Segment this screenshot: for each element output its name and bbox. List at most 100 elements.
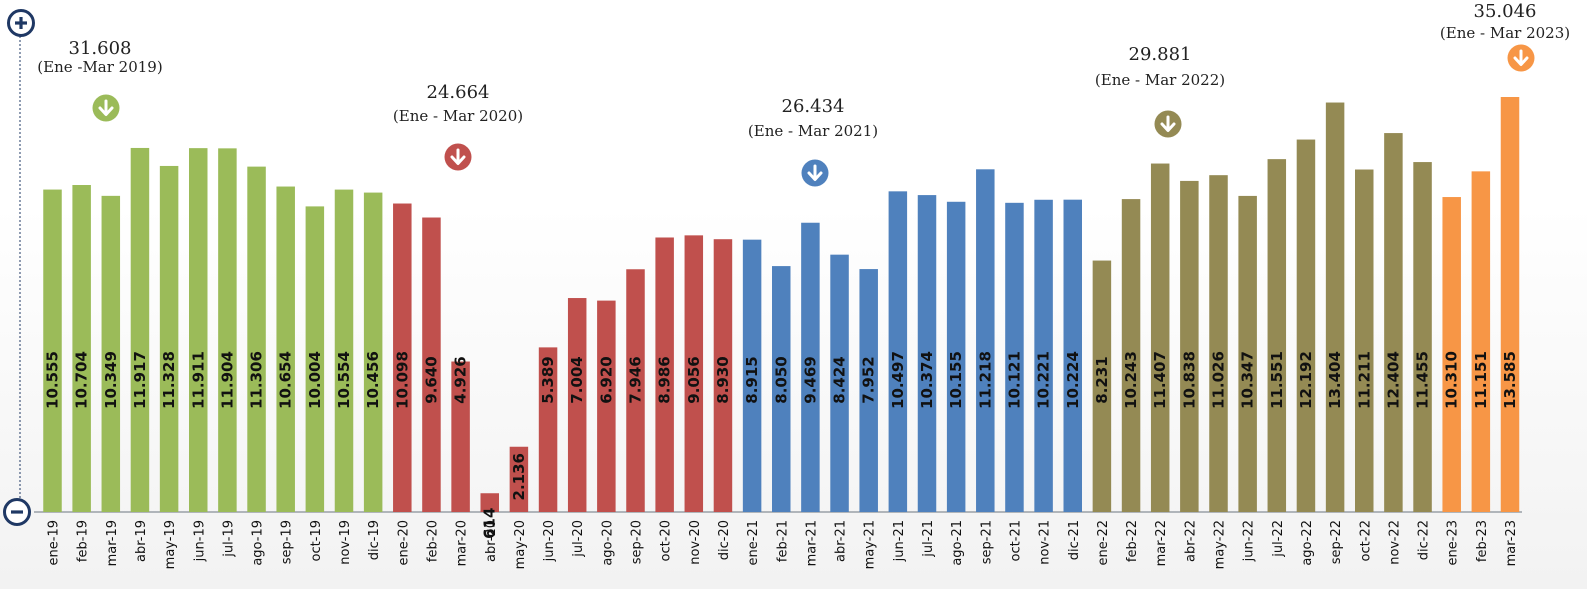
bar-jun-22	[1238, 195, 1257, 512]
x-tick-abr-20: abr-20	[484, 520, 499, 562]
x-tick-nov-19: nov-19	[338, 520, 353, 565]
value-label-mar-23: 13.585	[1501, 351, 1519, 409]
x-tick-may-22: may-22	[1213, 520, 1228, 569]
x-tick-jun-19: jun-19	[192, 520, 207, 562]
x-tick-jul-22: jul-22	[1271, 520, 1286, 558]
value-label-jul-19: 11.904	[218, 351, 236, 409]
bar-oct-20	[655, 237, 674, 513]
x-tick-oct-22: oct-22	[1358, 520, 1373, 561]
bar-mar-23	[1500, 97, 1520, 512]
bar-dic-20	[713, 239, 733, 512]
down-arrow-icon	[444, 143, 472, 171]
x-tick-ene-20: ene-20	[396, 520, 411, 565]
annotation-period: (Ene - Mar 2022)	[1095, 71, 1225, 89]
value-label-may-21: 7.952	[860, 356, 878, 403]
annotation-2019: 31.608(Ene -Mar 2019)	[37, 38, 163, 122]
bar-jul-20	[567, 298, 587, 512]
bar-feb-22	[1121, 199, 1141, 512]
x-tick-feb-22: feb-22	[1125, 520, 1140, 562]
value-label-ene-23: 10.310	[1443, 351, 1461, 409]
bar-nov-22	[1384, 133, 1403, 513]
value-label-feb-20: 9.640	[422, 356, 440, 403]
bar-dic-21	[1063, 199, 1082, 513]
x-tick-sep-19: sep-19	[280, 520, 295, 564]
x-tick-dic-22: dic-22	[1417, 520, 1432, 560]
value-label-ago-19: 11.306	[248, 351, 266, 409]
x-tick-nov-21: nov-21	[1038, 520, 1053, 565]
value-label-oct-22: 11.211	[1355, 351, 1373, 409]
annotation-period: (Ene - Mar 2020)	[393, 107, 523, 125]
bar-mar-21	[801, 222, 820, 512]
bar-sep-20	[626, 269, 645, 512]
value-label-mar-22: 11.407	[1151, 351, 1169, 409]
value-label-ago-20: 6.920	[597, 356, 615, 403]
bar-dic-19	[363, 192, 383, 512]
bar-sep-22	[1325, 102, 1345, 512]
value-label-nov-21: 10.221	[1035, 351, 1053, 409]
bar-jul-22	[1267, 159, 1287, 512]
bar-may-21	[859, 269, 878, 512]
bar-ago-20	[597, 300, 616, 512]
bar-abr-22	[1180, 180, 1199, 513]
annotation-2020: 24.664 (Ene - Mar 2020)	[393, 82, 523, 171]
x-tick-jun-22: jun-22	[1242, 520, 1257, 562]
value-label-abr-20: 614	[481, 508, 499, 539]
x-tick-ago-19: ago-19	[251, 520, 266, 566]
bar-ene-19	[43, 189, 62, 512]
down-arrow-icon	[92, 94, 120, 122]
zoom-out-button[interactable]	[3, 498, 31, 526]
value-label-jun-19: 11.911	[189, 351, 207, 409]
x-tick-ene-21: ene-21	[746, 520, 761, 565]
bar-oct-21	[1005, 202, 1024, 513]
x-tick-dic-21: dic-21	[1067, 520, 1082, 560]
x-tick-sep-22: sep-22	[1329, 520, 1344, 564]
x-tick-oct-21: oct-21	[1008, 520, 1023, 561]
annotation-2023: 35.046 (Ene - Mar 2023)	[1440, 1, 1570, 72]
bar-feb-23	[1471, 171, 1491, 512]
x-tick-feb-21: feb-21	[775, 520, 790, 562]
value-label-sep-20: 7.946	[627, 356, 645, 403]
bar-feb-20	[422, 217, 441, 512]
bar-may-20	[509, 446, 529, 512]
value-label-dic-21: 10.224	[1064, 351, 1082, 409]
x-tick-nov-20: nov-20	[688, 520, 703, 565]
bar-feb-21	[772, 266, 791, 512]
x-tick-mar-19: mar-19	[105, 520, 120, 566]
x-tick-abr-22: abr-22	[1183, 520, 1198, 562]
x-tick-may-20: may-20	[513, 520, 528, 569]
value-label-jul-22: 11.551	[1268, 351, 1286, 409]
zoom-in-button[interactable]	[7, 9, 35, 37]
x-tick-jul-19: jul-19	[221, 520, 236, 558]
bar-jun-20	[538, 347, 558, 512]
bar-nov-20	[684, 235, 704, 512]
bar-ene-23	[1442, 197, 1461, 512]
value-label-jun-22: 10.347	[1239, 351, 1257, 409]
bar-may-22	[1209, 175, 1228, 513]
value-label-jun-20: 5.389	[539, 356, 557, 403]
value-label-dic-19: 10.456	[364, 351, 382, 409]
x-tick-dic-20: dic-20	[717, 520, 732, 560]
bar-mar-20	[451, 361, 470, 512]
bar-nov-21	[1034, 199, 1053, 512]
bar-abr-20	[480, 493, 499, 512]
value-label-abr-19: 11.917	[131, 351, 149, 409]
value-label-feb-23: 11.151	[1472, 351, 1490, 409]
value-label-feb-19: 10.704	[73, 351, 91, 409]
value-label-sep-19: 10.654	[277, 351, 295, 409]
value-label-oct-19: 10.004	[306, 351, 324, 409]
value-label-dic-22: 11.455	[1414, 351, 1432, 409]
x-tick-ene-23: ene-23	[1446, 520, 1461, 565]
value-label-may-22: 11.026	[1210, 351, 1228, 409]
x-tick-sep-21: sep-21	[979, 520, 994, 564]
value-label-ene-22: 8.231	[1093, 356, 1111, 403]
x-tick-may-19: may-19	[163, 520, 178, 569]
x-tick-ago-21: ago-21	[950, 520, 965, 566]
bar-feb-19	[72, 185, 91, 512]
annotations-layer: 31.608(Ene -Mar 2019) 24.664 (Ene - Mar 20…	[37, 1, 1570, 187]
down-arrow-icon	[1154, 110, 1182, 138]
annotation-2022: 29.881 (Ene - Mar 2022)	[1095, 44, 1225, 138]
x-tick-jul-20: jul-20	[571, 520, 586, 558]
x-tick-oct-20: oct-20	[659, 520, 674, 561]
bar-ene-20	[393, 203, 412, 512]
bar-jun-19	[189, 148, 208, 513]
